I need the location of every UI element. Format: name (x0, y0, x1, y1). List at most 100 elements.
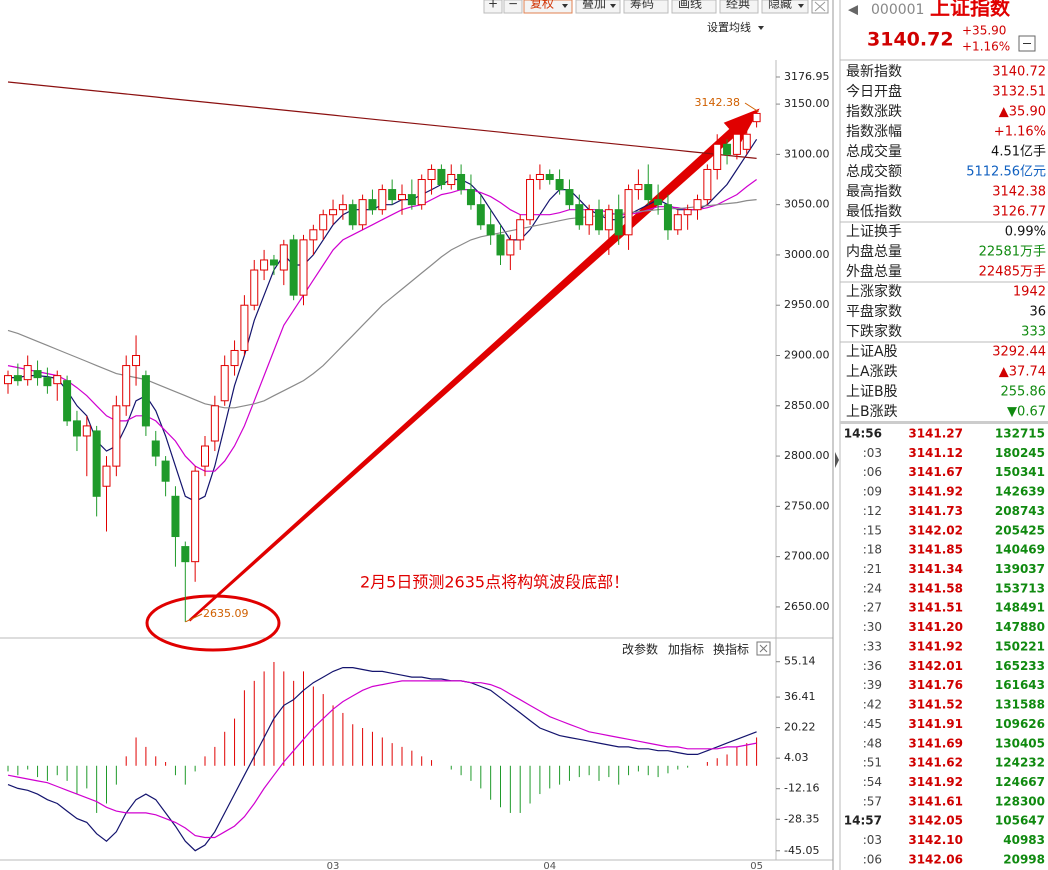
toolbar-label[interactable]: 筹码 (630, 0, 654, 11)
candle-body (191, 470, 200, 563)
toolbar-label[interactable]: 隐藏 (768, 0, 792, 11)
toolbar-button[interactable] (761, 0, 809, 14)
close-button[interactable] (756, 641, 771, 656)
tick-price: 3141.92 (908, 485, 963, 499)
candle-body (595, 209, 603, 231)
toolbar-close[interactable] (811, 0, 829, 14)
tick-volume: 165233 (995, 659, 1045, 673)
candle-body (171, 495, 180, 538)
candle-body (398, 194, 406, 201)
high-label: 3142.38 (695, 96, 741, 109)
quote-label: 上B涨跌 (846, 404, 898, 420)
candle-body (545, 173, 554, 181)
tick-time: :15 (863, 523, 882, 537)
candle-body (269, 259, 278, 266)
indicator-button[interactable]: 改参数 (622, 642, 658, 657)
annotation-note: 2月5日预测2635点将构筑波段底部！ (360, 573, 629, 592)
candle-body (555, 179, 564, 191)
back-arrow[interactable]: ◀ (848, 3, 858, 18)
quote-value: 3292.44 (992, 345, 1046, 360)
toolbar-button[interactable] (523, 0, 573, 14)
tick-time: :45 (863, 717, 882, 731)
quote-value: 255.86 (1001, 385, 1047, 400)
tick-time: 14:56 (844, 427, 882, 441)
candle-body (585, 209, 594, 226)
dropdown-arrow (758, 26, 764, 30)
toolbar-label[interactable]: 复权 (530, 0, 554, 11)
candle-body (457, 173, 466, 191)
y-tick-label: 36.41 (784, 690, 816, 703)
candle-body (13, 375, 22, 382)
toolbar-button[interactable] (671, 0, 717, 14)
quote-label: 外盘总量 (846, 263, 902, 280)
tick-volume: 140469 (995, 543, 1045, 557)
candle-body (240, 304, 249, 351)
y-tick-label: 3000.00 (784, 248, 830, 261)
y-tick-label: 55.14 (784, 655, 816, 668)
toolbar-button[interactable] (503, 0, 523, 14)
candle-body (693, 199, 702, 211)
candle-body (673, 214, 682, 231)
tick-time: :21 (863, 562, 882, 576)
dropdown-arrow (562, 4, 568, 8)
tick-time: :09 (863, 485, 882, 499)
candle-body (427, 168, 436, 181)
candle-body (437, 168, 446, 186)
candle-body (348, 204, 357, 226)
toolbar-label[interactable]: 叠加 (582, 0, 606, 11)
tick-volume: 148491 (995, 601, 1045, 615)
toolbar-label[interactable]: 经典 (726, 0, 750, 11)
tick-time: :03 (863, 833, 882, 847)
tick-time: :57 (863, 794, 882, 808)
toolbar-label[interactable]: − (508, 0, 518, 11)
quote-value: ▲37.74 (999, 365, 1046, 380)
y-tick-label: -28.35 (784, 812, 819, 825)
candle-body (63, 380, 72, 422)
toolbar-button[interactable] (623, 0, 669, 14)
quote-label: 平盘家数 (846, 303, 902, 320)
collapse-arrow[interactable] (835, 452, 839, 468)
high-marker (744, 102, 759, 113)
x-tick-label: 03 (327, 861, 340, 870)
candle-body (644, 184, 653, 201)
tick-price: 3141.51 (908, 601, 963, 615)
indicator-button[interactable]: 加指标 (668, 642, 704, 657)
toolbar-button[interactable] (719, 0, 759, 14)
candle-body (112, 405, 121, 467)
candle-body (752, 112, 761, 123)
indicator-button[interactable]: 换指标 (713, 642, 749, 657)
tick-volume: 147880 (995, 620, 1045, 634)
tick-price: 3142.06 (908, 852, 963, 866)
candle-body (388, 189, 397, 201)
tick-time: 14:57 (844, 814, 882, 828)
y-tick-label: 2750.00 (784, 499, 830, 512)
indicator-line (7, 81, 757, 159)
candle-body (309, 229, 318, 241)
quote-label: 总成交额 (846, 163, 902, 180)
quote-label: 指数涨幅 (846, 124, 902, 140)
candle-body (358, 199, 367, 226)
candle-body (407, 194, 416, 206)
tick-time: :30 (863, 620, 882, 634)
toolbar-button[interactable] (575, 0, 621, 14)
candle-body (4, 375, 12, 385)
toolbar-label[interactable]: 画线 (678, 0, 702, 11)
tick-time: :12 (863, 504, 882, 518)
tick-price: 3142.10 (908, 833, 963, 847)
tick-volume: 130405 (995, 736, 1045, 750)
quote-label: 最低指数 (846, 204, 902, 220)
y-tick-label: 2850.00 (784, 399, 830, 412)
quote-value: +1.16% (994, 125, 1046, 140)
tick-time: :24 (863, 581, 882, 595)
candle-body (132, 355, 141, 367)
tick-volume: 109626 (995, 717, 1045, 731)
y-tick-label: 2650.00 (784, 600, 830, 613)
ma-settings[interactable]: 设置均线 (707, 20, 751, 34)
y-tick-label: 2900.00 (784, 349, 830, 362)
indicator-line (7, 680, 757, 839)
toolbar-label[interactable]: + (488, 0, 498, 11)
toolbar-button[interactable] (483, 0, 503, 14)
minimize-button[interactable] (1018, 35, 1036, 52)
tick-price: 3142.05 (908, 814, 963, 828)
tick-time: :54 (863, 775, 882, 789)
